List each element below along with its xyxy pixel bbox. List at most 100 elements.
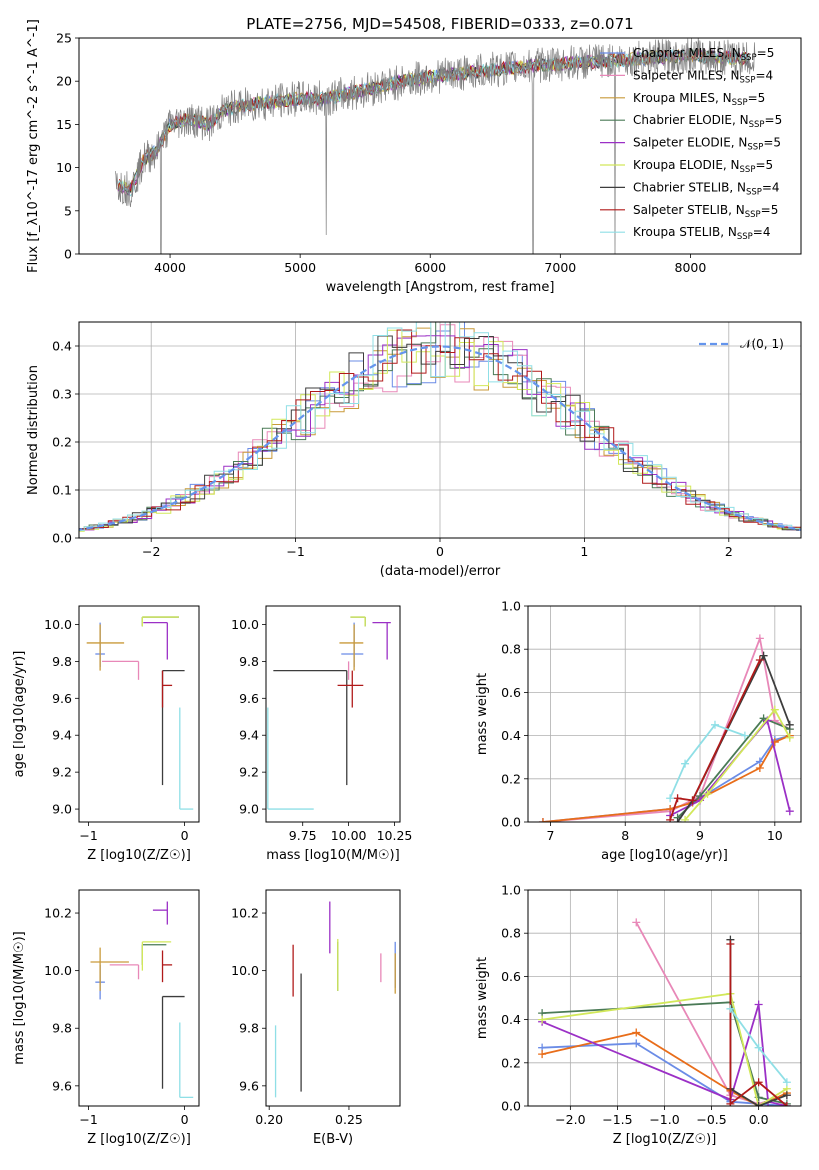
legend-entry: Chabrier STELIB, NSSP=4 [633, 180, 780, 197]
y-tick-label: 10.0 [231, 617, 259, 632]
y-tick-label: 0.2 [501, 771, 521, 786]
y-tick-label: 1.0 [501, 883, 521, 898]
plus-marker [726, 1004, 735, 1013]
plus-marker [710, 720, 719, 729]
x-tick-label: −1 [79, 1112, 97, 1127]
y-tick-label: 9.8 [239, 1021, 259, 1036]
histogram-step [79, 329, 801, 531]
legend-entry: Salpeter ELODIE, NSSP=5 [633, 136, 781, 153]
legend-sub: SSP [732, 98, 748, 108]
x-tick-label: −1 [79, 828, 97, 843]
x-tick-label: 8000 [675, 260, 707, 275]
axes-frame [78, 37, 802, 255]
x-tick-label: −1.0 [649, 1112, 679, 1127]
legend-text: Chabrier STELIB, N [633, 180, 746, 194]
plus-marker [755, 656, 764, 664]
legend-entry: Kroupa STELIB, NSSP=4 [633, 225, 771, 242]
legend-sub: SSP [741, 53, 757, 63]
plus-marker [754, 1043, 763, 1052]
y-tick-label: 25 [56, 31, 72, 46]
plus-marker [703, 789, 712, 798]
y-tick-label: 0.6 [501, 685, 521, 700]
plot-area [538, 634, 794, 822]
x-tick-label: 1 [580, 544, 588, 559]
x-tick-label: 10.00 [331, 828, 367, 843]
plus-marker [755, 634, 764, 643]
x-tick-label: 7000 [544, 260, 576, 275]
legend-sub: SSP [737, 232, 753, 242]
y-axis-label: mass weight [475, 957, 490, 1039]
y-tick-label: 9.6 [52, 1078, 72, 1093]
plus-marker [632, 1028, 641, 1037]
axes-frame [78, 605, 200, 823]
y-axis-label: Flux [f_λ10^-17 erg cm^-2 s^-1 A^-1] [26, 19, 41, 273]
plus-marker [782, 1078, 791, 1087]
axes-frame [527, 605, 802, 823]
y-tick-label: 10.0 [231, 963, 259, 978]
axes-frame [78, 889, 200, 1107]
plus-marker [759, 651, 768, 660]
panel-6: 0.20 0.25 9.6 9.8 10.0 10.2 E(B-V) [231, 889, 401, 1147]
legend-text: =5 [757, 46, 775, 60]
y-tick-label: 10.2 [44, 906, 72, 921]
legend-entry: Salpeter MILES, NSSP=4 [633, 68, 773, 85]
y-tick-label: 0.4 [501, 728, 521, 743]
legend-sub: SSP [746, 187, 762, 197]
y-tick-label: 0 [64, 247, 72, 262]
y-tick-label: 0.2 [52, 435, 72, 450]
y-tick-label: 20 [56, 74, 72, 89]
y-tick-label: 0.0 [52, 531, 72, 546]
x-tick-label: −2 [142, 544, 160, 559]
x-tick-label: 8 [621, 828, 629, 843]
weight-line [669, 659, 761, 821]
y-tick-label: 0.4 [52, 339, 72, 354]
y-axis-label: mass [log10(M/M☉)] [12, 931, 27, 1064]
y-tick-label: 9.6 [239, 1078, 259, 1093]
y-tick-label: 10.0 [44, 617, 72, 632]
plus-marker [632, 918, 641, 927]
y-axis-label: mass weight [475, 673, 490, 755]
legend-entry: Chabrier ELODIE, NSSP=5 [633, 113, 782, 130]
y-tick-label: 9.4 [239, 728, 259, 743]
plus-marker [740, 731, 749, 740]
normal-curve [79, 345, 801, 531]
plus-marker [666, 815, 675, 822]
y-tick-label: 0.8 [501, 926, 521, 941]
y-tick-label: 0.2 [501, 1055, 521, 1070]
x-axis-label: mass [log10(M/M☉)] [266, 848, 399, 863]
plus-marker [681, 759, 690, 768]
x-tick-label: 9 [696, 828, 704, 843]
y-tick-label: 9.8 [52, 654, 72, 669]
legend-sub: SSP [747, 143, 763, 153]
x-tick-label: 6000 [414, 260, 446, 275]
legend-entry: Chabrier MILES, NSSP=5 [633, 46, 774, 63]
x-tick-label: 5000 [284, 260, 316, 275]
plus-marker [782, 1091, 791, 1100]
plus-marker [538, 1050, 547, 1059]
plot-area [90, 901, 194, 1099]
x-axis-label: Z [log10(Z/Z☉)] [87, 1132, 191, 1147]
panel-3: 9.75 10.00 10.25 9.0 9.2 9.4 9.6 9.8 10.0 mass [l… [231, 605, 412, 863]
axes-frame [265, 889, 401, 1107]
y-tick-label: 15 [56, 117, 72, 132]
y-tick-label: 0.0 [501, 815, 521, 830]
plus-marker [538, 818, 547, 822]
plus-marker [754, 1000, 763, 1009]
plot-area [538, 918, 791, 1106]
y-tick-label: 9.2 [239, 765, 259, 780]
plus-marker [770, 705, 779, 714]
y-tick-label: 9.8 [239, 654, 259, 669]
y-axis-label: age [log10(age/yr)] [12, 651, 27, 778]
panel-0: 4000 5000 6000 7000 8000 0 5 10 15 20 25 wavelength… [26, 15, 802, 295]
y-tick-label: 0.8 [501, 642, 521, 657]
legend-sub: SSP [749, 120, 765, 130]
y-tick-label: 10.2 [231, 906, 259, 921]
y-tick-label: 9.6 [52, 691, 72, 706]
x-tick-label: 0 [181, 1112, 189, 1127]
y-tick-label: 9.6 [239, 691, 259, 706]
plot-area [79, 322, 801, 532]
y-tick-label: 9.4 [52, 728, 72, 743]
legend-entry: Kroupa ELODIE, NSSP=5 [633, 158, 773, 175]
legend-text: Chabrier MILES, N [633, 46, 741, 60]
weight-line [542, 734, 791, 822]
